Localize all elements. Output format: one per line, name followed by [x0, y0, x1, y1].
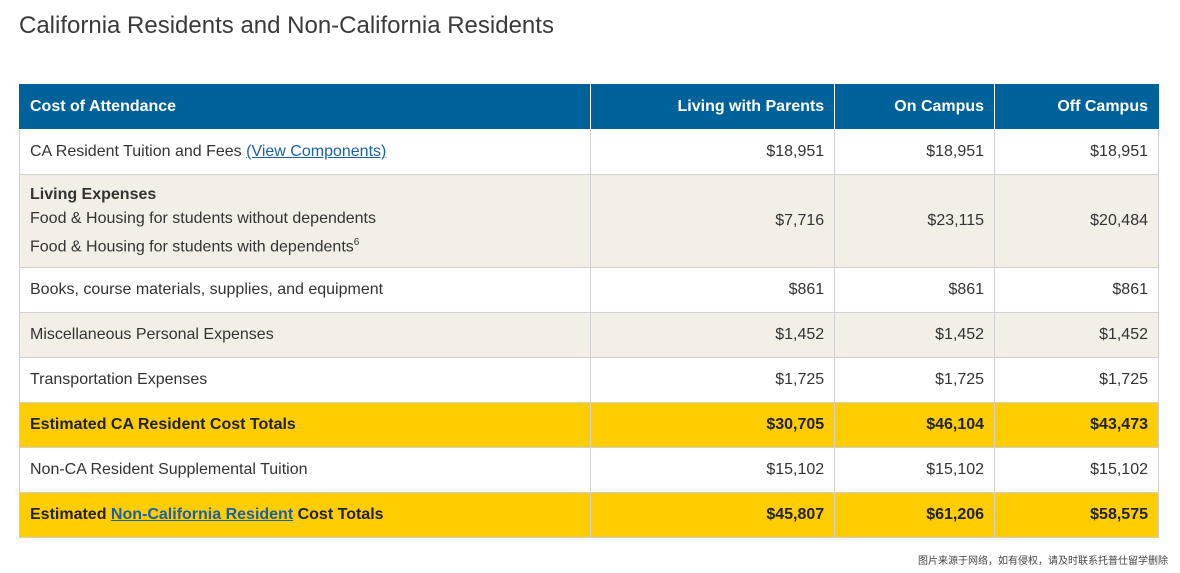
living-off-campus: $20,484 — [994, 174, 1159, 268]
header-living-with-parents: Living with Parents — [590, 84, 836, 130]
nonca-total-off-campus: $58,575 — [994, 492, 1159, 538]
living-without-dependents: Food & Housing for students without depe… — [30, 209, 376, 227]
table-row-tuition: CA Resident Tuition and Fees (View Compo… — [18, 129, 1159, 175]
misc-off-campus: $1,452 — [994, 312, 1159, 358]
table-row-ca-total: Estimated CA Resident Cost Totals $30,70… — [18, 402, 1159, 448]
nonca-tuition-parents: $15,102 — [590, 447, 836, 493]
view-components-link[interactable]: (View Components) — [246, 143, 387, 160]
ca-total-parents: $30,705 — [590, 402, 836, 448]
books-parents: $861 — [590, 267, 836, 313]
non-california-resident-link[interactable]: Non-California Resident — [110, 506, 294, 523]
nonca-total-parents: $45,807 — [590, 492, 836, 538]
books-off-campus: $861 — [994, 267, 1159, 313]
header-cost-of-attendance: Cost of Attendance — [18, 84, 592, 130]
table-row-living-expenses: Living Expenses Food & Housing for stude… — [18, 174, 1159, 268]
transport-label: Transportation Expenses — [18, 357, 592, 403]
header-off-campus: Off Campus — [994, 84, 1159, 130]
living-with-dependents: Food & Housing for students with depende… — [30, 238, 354, 256]
page-title: California Residents and Non-California … — [19, 12, 554, 39]
nonca-tuition-label: Non-CA Resident Supplemental Tuition — [18, 447, 592, 493]
nonca-total-suffix: Cost Totals — [293, 506, 384, 523]
table-row-nonca-total: Estimated Non-California Resident Cost T… — [18, 492, 1159, 538]
nonca-total-label-cell: Estimated Non-California Resident Cost T… — [18, 492, 592, 538]
ca-total-on-campus: $46,104 — [834, 402, 996, 448]
ca-total-off-campus: $43,473 — [994, 402, 1159, 448]
tuition-label: CA Resident Tuition and Fees — [30, 143, 242, 160]
misc-label: Miscellaneous Personal Expenses — [18, 312, 592, 358]
living-label-cell: Living Expenses Food & Housing for stude… — [18, 174, 592, 268]
living-on-campus: $23,115 — [834, 174, 996, 268]
table-row-nonca-tuition: Non-CA Resident Supplemental Tuition $15… — [18, 447, 1159, 493]
cost-of-attendance-table: Cost of Attendance Living with Parents O… — [18, 84, 1159, 538]
misc-on-campus: $1,452 — [834, 312, 996, 358]
living-with-dependents-line: Food & Housing for students with depende… — [30, 231, 580, 259]
nonca-total-prefix: Estimated — [30, 506, 111, 523]
table-row-transportation: Transportation Expenses $1,725 $1,725 $1… — [18, 357, 1159, 403]
books-on-campus: $861 — [834, 267, 996, 313]
living-parents: $7,716 — [590, 174, 836, 268]
table-header-row: Cost of Attendance Living with Parents O… — [18, 84, 1159, 130]
transport-parents: $1,725 — [590, 357, 836, 403]
table-row-misc: Miscellaneous Personal Expenses $1,452 $… — [18, 312, 1159, 358]
misc-parents: $1,452 — [590, 312, 836, 358]
tuition-parents: $18,951 — [590, 129, 836, 175]
transport-on-campus: $1,725 — [834, 357, 996, 403]
tuition-label-cell: CA Resident Tuition and Fees (View Compo… — [18, 129, 592, 175]
living-expenses-heading: Living Expenses — [30, 185, 157, 203]
tuition-off-campus: $18,951 — [994, 129, 1159, 175]
ca-total-label: Estimated CA Resident Cost Totals — [18, 402, 592, 448]
transport-off-campus: $1,725 — [994, 357, 1159, 403]
footnote-marker: 6 — [353, 236, 360, 248]
header-on-campus: On Campus — [834, 84, 996, 130]
nonca-tuition-on-campus: $15,102 — [834, 447, 996, 493]
table-row-books: Books, course materials, supplies, and e… — [18, 267, 1159, 313]
tuition-on-campus: $18,951 — [834, 129, 996, 175]
books-label: Books, course materials, supplies, and e… — [18, 267, 592, 313]
nonca-tuition-off-campus: $15,102 — [994, 447, 1159, 493]
watermark-text: 图片来源于网络，如有侵权，请及时联系托普仕留学删除 — [918, 556, 1168, 567]
nonca-total-on-campus: $61,206 — [834, 492, 996, 538]
